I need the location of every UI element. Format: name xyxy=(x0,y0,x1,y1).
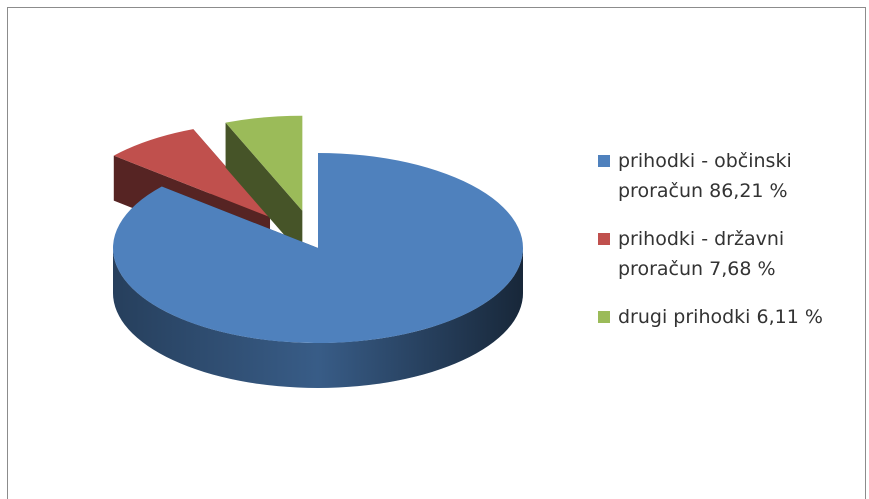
legend-item: drugi prihodki 6,11 % xyxy=(598,302,828,332)
slice-top xyxy=(113,129,271,218)
slice-wall xyxy=(225,122,303,256)
slice-side-shade xyxy=(113,248,523,388)
legend: prihodki - občinski proračun 86,21 % prih… xyxy=(598,146,828,350)
pie-slice xyxy=(225,115,303,256)
legend-item: prihodki - občinski proračun 86,21 % xyxy=(598,146,828,206)
pie xyxy=(112,115,523,388)
slice-top xyxy=(112,153,523,343)
legend-item: prihodki - državni proračun 7,68 % xyxy=(598,224,828,284)
legend-value: 6,11 % xyxy=(756,306,823,328)
legend-value: 86,21 % xyxy=(709,180,788,202)
slice-top xyxy=(225,115,303,211)
legend-label: prihodki - državni proračun xyxy=(618,228,785,280)
chart-border xyxy=(7,7,866,499)
legend-label: prihodki - občinski proračun xyxy=(618,150,792,202)
legend-value: 7,68 % xyxy=(709,258,776,280)
legend-label: drugi prihodki xyxy=(618,306,751,328)
legend-swatch xyxy=(598,233,610,245)
legend-swatch xyxy=(598,155,610,167)
pie-slice xyxy=(112,153,523,388)
legend-swatch xyxy=(598,311,610,323)
